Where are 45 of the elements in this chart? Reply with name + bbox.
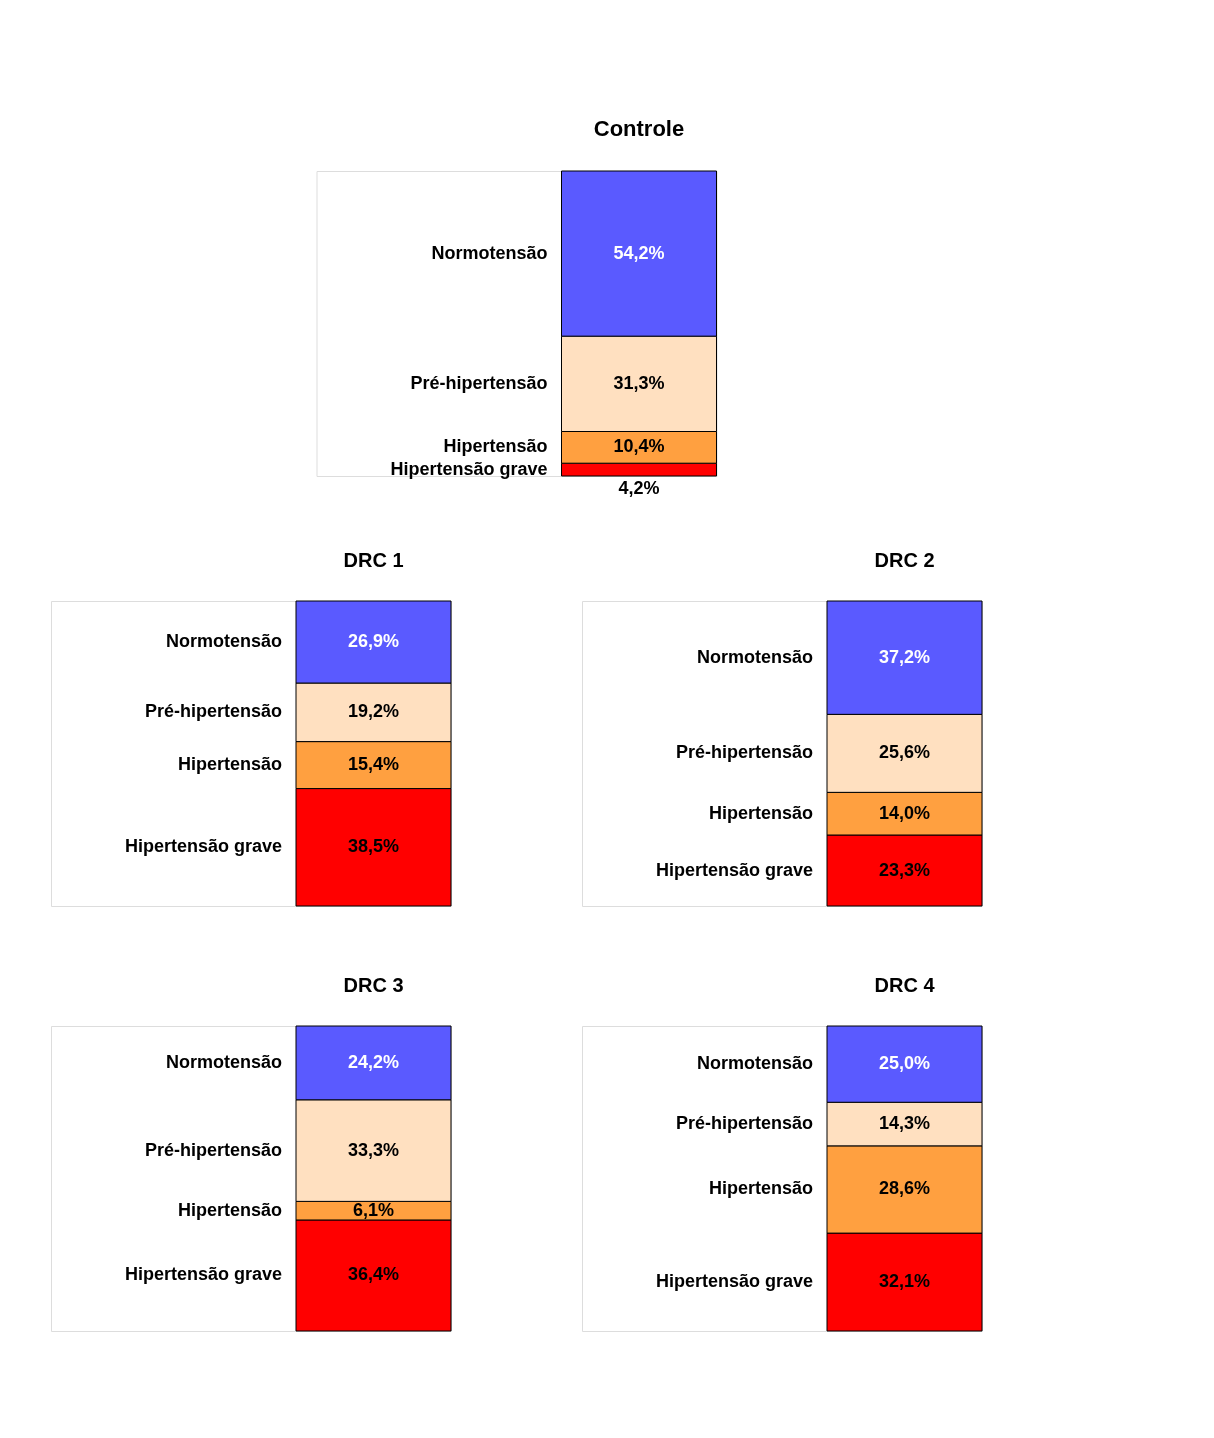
data-label: 4,2%: [618, 478, 660, 498]
data-label: 25,0%: [878, 1053, 931, 1074]
series-label: Hipertensão grave: [655, 1271, 813, 1292]
series-label: Pré-hipertensão: [675, 742, 813, 763]
series-label: Hipertensão: [443, 436, 548, 457]
series-label: Hipertensão: [708, 802, 813, 823]
data-label: 14,0%: [878, 802, 931, 823]
chart-title: Controle: [593, 115, 685, 141]
data-label: 6,1%: [352, 1199, 395, 1220]
data-label: 10,4%: [613, 436, 665, 457]
series-label: Pré-hipertensão: [144, 1139, 282, 1160]
chart-title: DRC 3: [343, 973, 404, 996]
data-label: 33,3%: [347, 1139, 400, 1160]
series-label: Hipertensão grave: [655, 859, 813, 880]
data-label: 25,6%: [878, 742, 931, 763]
series-label: Pré-hipertensão: [410, 372, 548, 393]
series-label: Hipertensão: [177, 1199, 282, 1220]
series-label: Hipertensão grave: [390, 458, 548, 479]
series-label: Normotensão: [696, 1053, 813, 1074]
series-label: Normotensão: [165, 631, 282, 652]
data-label: 36,4%: [347, 1264, 400, 1285]
data-label: 38,5%: [347, 836, 400, 857]
series-label: Hipertensão grave: [124, 836, 282, 857]
data-label: 31,3%: [613, 372, 665, 393]
series-label: Hipertensão grave: [124, 1264, 282, 1285]
series-label: Normotensão: [165, 1051, 282, 1072]
data-label: 14,3%: [878, 1113, 931, 1134]
series-label: Hipertensão: [177, 754, 282, 775]
series-label: Normotensão: [431, 242, 548, 263]
data-label: 24,2%: [347, 1051, 400, 1072]
data-label: 15,4%: [347, 754, 400, 775]
series-label: Hipertensão: [708, 1178, 813, 1199]
data-label: 32,1%: [878, 1271, 931, 1292]
chart-title: DRC 1: [343, 548, 404, 571]
chart-title: DRC 2: [874, 548, 935, 571]
data-label: 54,2%: [613, 242, 665, 263]
data-label: 19,2%: [347, 701, 400, 722]
data-label: 28,6%: [878, 1178, 931, 1199]
data-label: 23,3%: [878, 859, 931, 880]
data-label: 37,2%: [878, 646, 931, 667]
chart-title: DRC 4: [874, 973, 936, 996]
series-label: Normotensão: [696, 646, 813, 667]
series-label: Pré-hipertensão: [144, 701, 282, 722]
data-label: 26,9%: [347, 631, 400, 652]
series-label: Pré-hipertensão: [675, 1113, 813, 1134]
